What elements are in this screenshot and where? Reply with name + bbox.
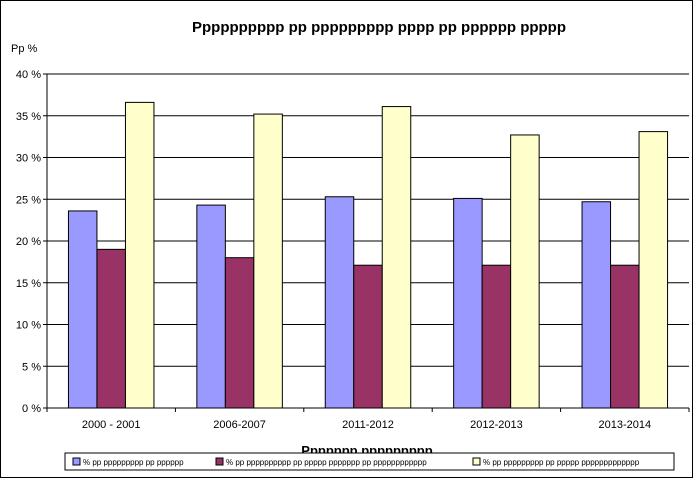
legend-entry: % pp pppppppppp pp ppppp ppppppp pp pppp… [226,458,427,467]
legend-swatch [215,457,224,466]
bar [196,204,226,409]
bar [253,113,283,409]
chart-title: Pppppppppp pp ppppppppp pppp pp pppppp p… [192,19,566,36]
x-axis-ticks: 2000 - 2001 2006-2007 2011-2012 2012-2013 20… [46,407,690,431]
legend-entry: % pp ppppppppp pp ppppp ppppppppppppp [483,458,640,467]
x-tick-label: 2011-2012 [342,419,394,431]
x-tick-label: 2012-2013 [470,419,523,431]
bar [353,264,383,409]
bar [96,248,126,409]
bar [638,131,669,409]
bar [324,196,355,409]
legend-swatch [472,457,481,466]
bar [224,257,255,409]
x-tick-label: 2000 - 2001 [82,419,141,431]
legend-box [64,452,675,471]
bar [510,134,540,409]
y-tick-label: 40 % [16,69,41,81]
y-tick-label: 5 % [22,361,41,373]
y-axis-label: Pp % [11,43,38,55]
x-tick-label: 2006-2007 [213,419,266,431]
bar [481,264,512,409]
y-tick-label: 35 % [16,111,41,123]
legend-swatch [72,457,81,466]
y-tick-label: 0 % [22,403,41,415]
y-tick-label: 30 % [16,153,41,165]
y-axis-ticks: 0 % 5 % 10 % 15 % 20 % 25 % 30 % 35 % 40 % [16,69,48,415]
bars [67,101,669,409]
bar [453,197,483,409]
y-tick-label: 25 % [16,194,41,206]
bar [581,201,612,409]
x-tick-label: 2013-2014 [598,419,651,431]
y-tick-label: 10 % [16,320,41,332]
bar [124,101,155,409]
y-tick-label: 15 % [16,278,41,290]
bar [381,106,412,409]
bar [67,210,98,409]
bar [610,264,640,409]
legend-entry: % pp ppppppppp pp pppppp [83,458,184,467]
y-tick-label: 20 % [16,236,41,248]
legend: % pp ppppppppp pp pppppp % pp pppppppppp … [64,452,675,471]
